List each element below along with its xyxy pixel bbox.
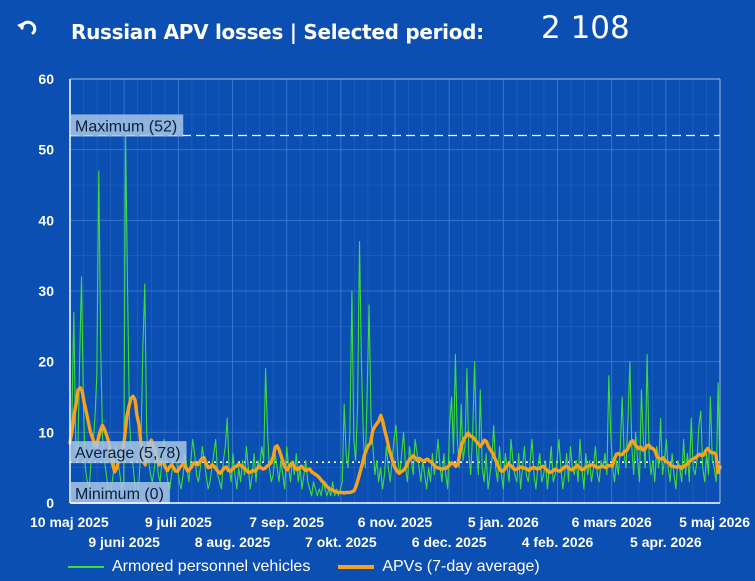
y-axis-ticks: 0 10 20 30 40 50 60 [38, 71, 54, 511]
legend-swatch-daily [68, 566, 104, 568]
x-axis-ticks: 10 maj 2025 9 juli 2025 7 sep. 2025 6 nov. … [30, 514, 750, 550]
legend-item-daily[interactable]: Armored personnel vehicles [68, 558, 310, 576]
legend: Armored personnel vehicles APVs (7-day a… [68, 556, 568, 578]
grid [69, 78, 721, 504]
x-tick-label: 5 maj 2026 [679, 514, 750, 530]
legend-item-average[interactable]: APVs (7-day average) [338, 558, 540, 576]
x-tick-label: 9 juni 2025 [88, 534, 160, 550]
reference-labels: Maximum (52) Average (5,78) Minimum (0) [71, 114, 187, 504]
x-tick-label: 5 jan. 2026 [468, 514, 539, 530]
minimum-label: Minimum (0) [75, 486, 164, 503]
legend-label-average: APVs (7-day average) [382, 558, 540, 575]
legend-swatch-average [338, 565, 375, 569]
y-tick-label: 50 [38, 142, 54, 158]
legend-label-daily: Armored personnel vehicles [112, 558, 311, 575]
average-label-box [71, 441, 187, 464]
x-tick-label: 7 okt. 2025 [305, 534, 377, 550]
series-lines [68, 134, 722, 497]
x-tick-label: 6 nov. 2025 [358, 514, 433, 530]
x-tick-label: 6 dec. 2025 [412, 534, 487, 550]
axes [69, 78, 721, 504]
undo-arrow-icon[interactable] [14, 14, 42, 42]
x-tick-label: 7 sep. 2025 [249, 514, 324, 530]
minimum-label-box [71, 482, 170, 504]
x-tick-label: 9 juli 2025 [145, 514, 212, 530]
apv-loss-chart: 0 10 20 30 40 50 60 10 maj 2025 9 juli 2025 7 se… [30, 71, 750, 550]
series-line-daily [69, 134, 721, 497]
page-title: Russian APV losses | Selected period: [71, 20, 484, 44]
series-line-average [68, 386, 722, 495]
y-tick-label: 0 [46, 495, 54, 511]
x-tick-label: 10 maj 2025 [30, 514, 109, 530]
y-tick-label: 60 [38, 71, 54, 87]
x-tick-label: 8 aug. 2025 [195, 534, 271, 550]
header: Russian APV losses | Selected period: 2 … [0, 0, 755, 66]
x-tick-label: 5 apr. 2026 [630, 534, 702, 550]
average-label: Average (5,78) [75, 445, 181, 462]
y-tick-label: 30 [38, 283, 54, 299]
y-tick-label: 40 [38, 212, 54, 228]
x-tick-label: 4 feb. 2026 [522, 534, 594, 550]
selected-period-total: 2 108 [541, 10, 630, 46]
y-tick-label: 10 [38, 424, 54, 440]
x-tick-label: 6 mars 2026 [572, 514, 652, 530]
y-tick-label: 20 [38, 354, 54, 370]
maximum-label: Maximum (52) [75, 119, 177, 136]
maximum-label-box [71, 114, 184, 137]
